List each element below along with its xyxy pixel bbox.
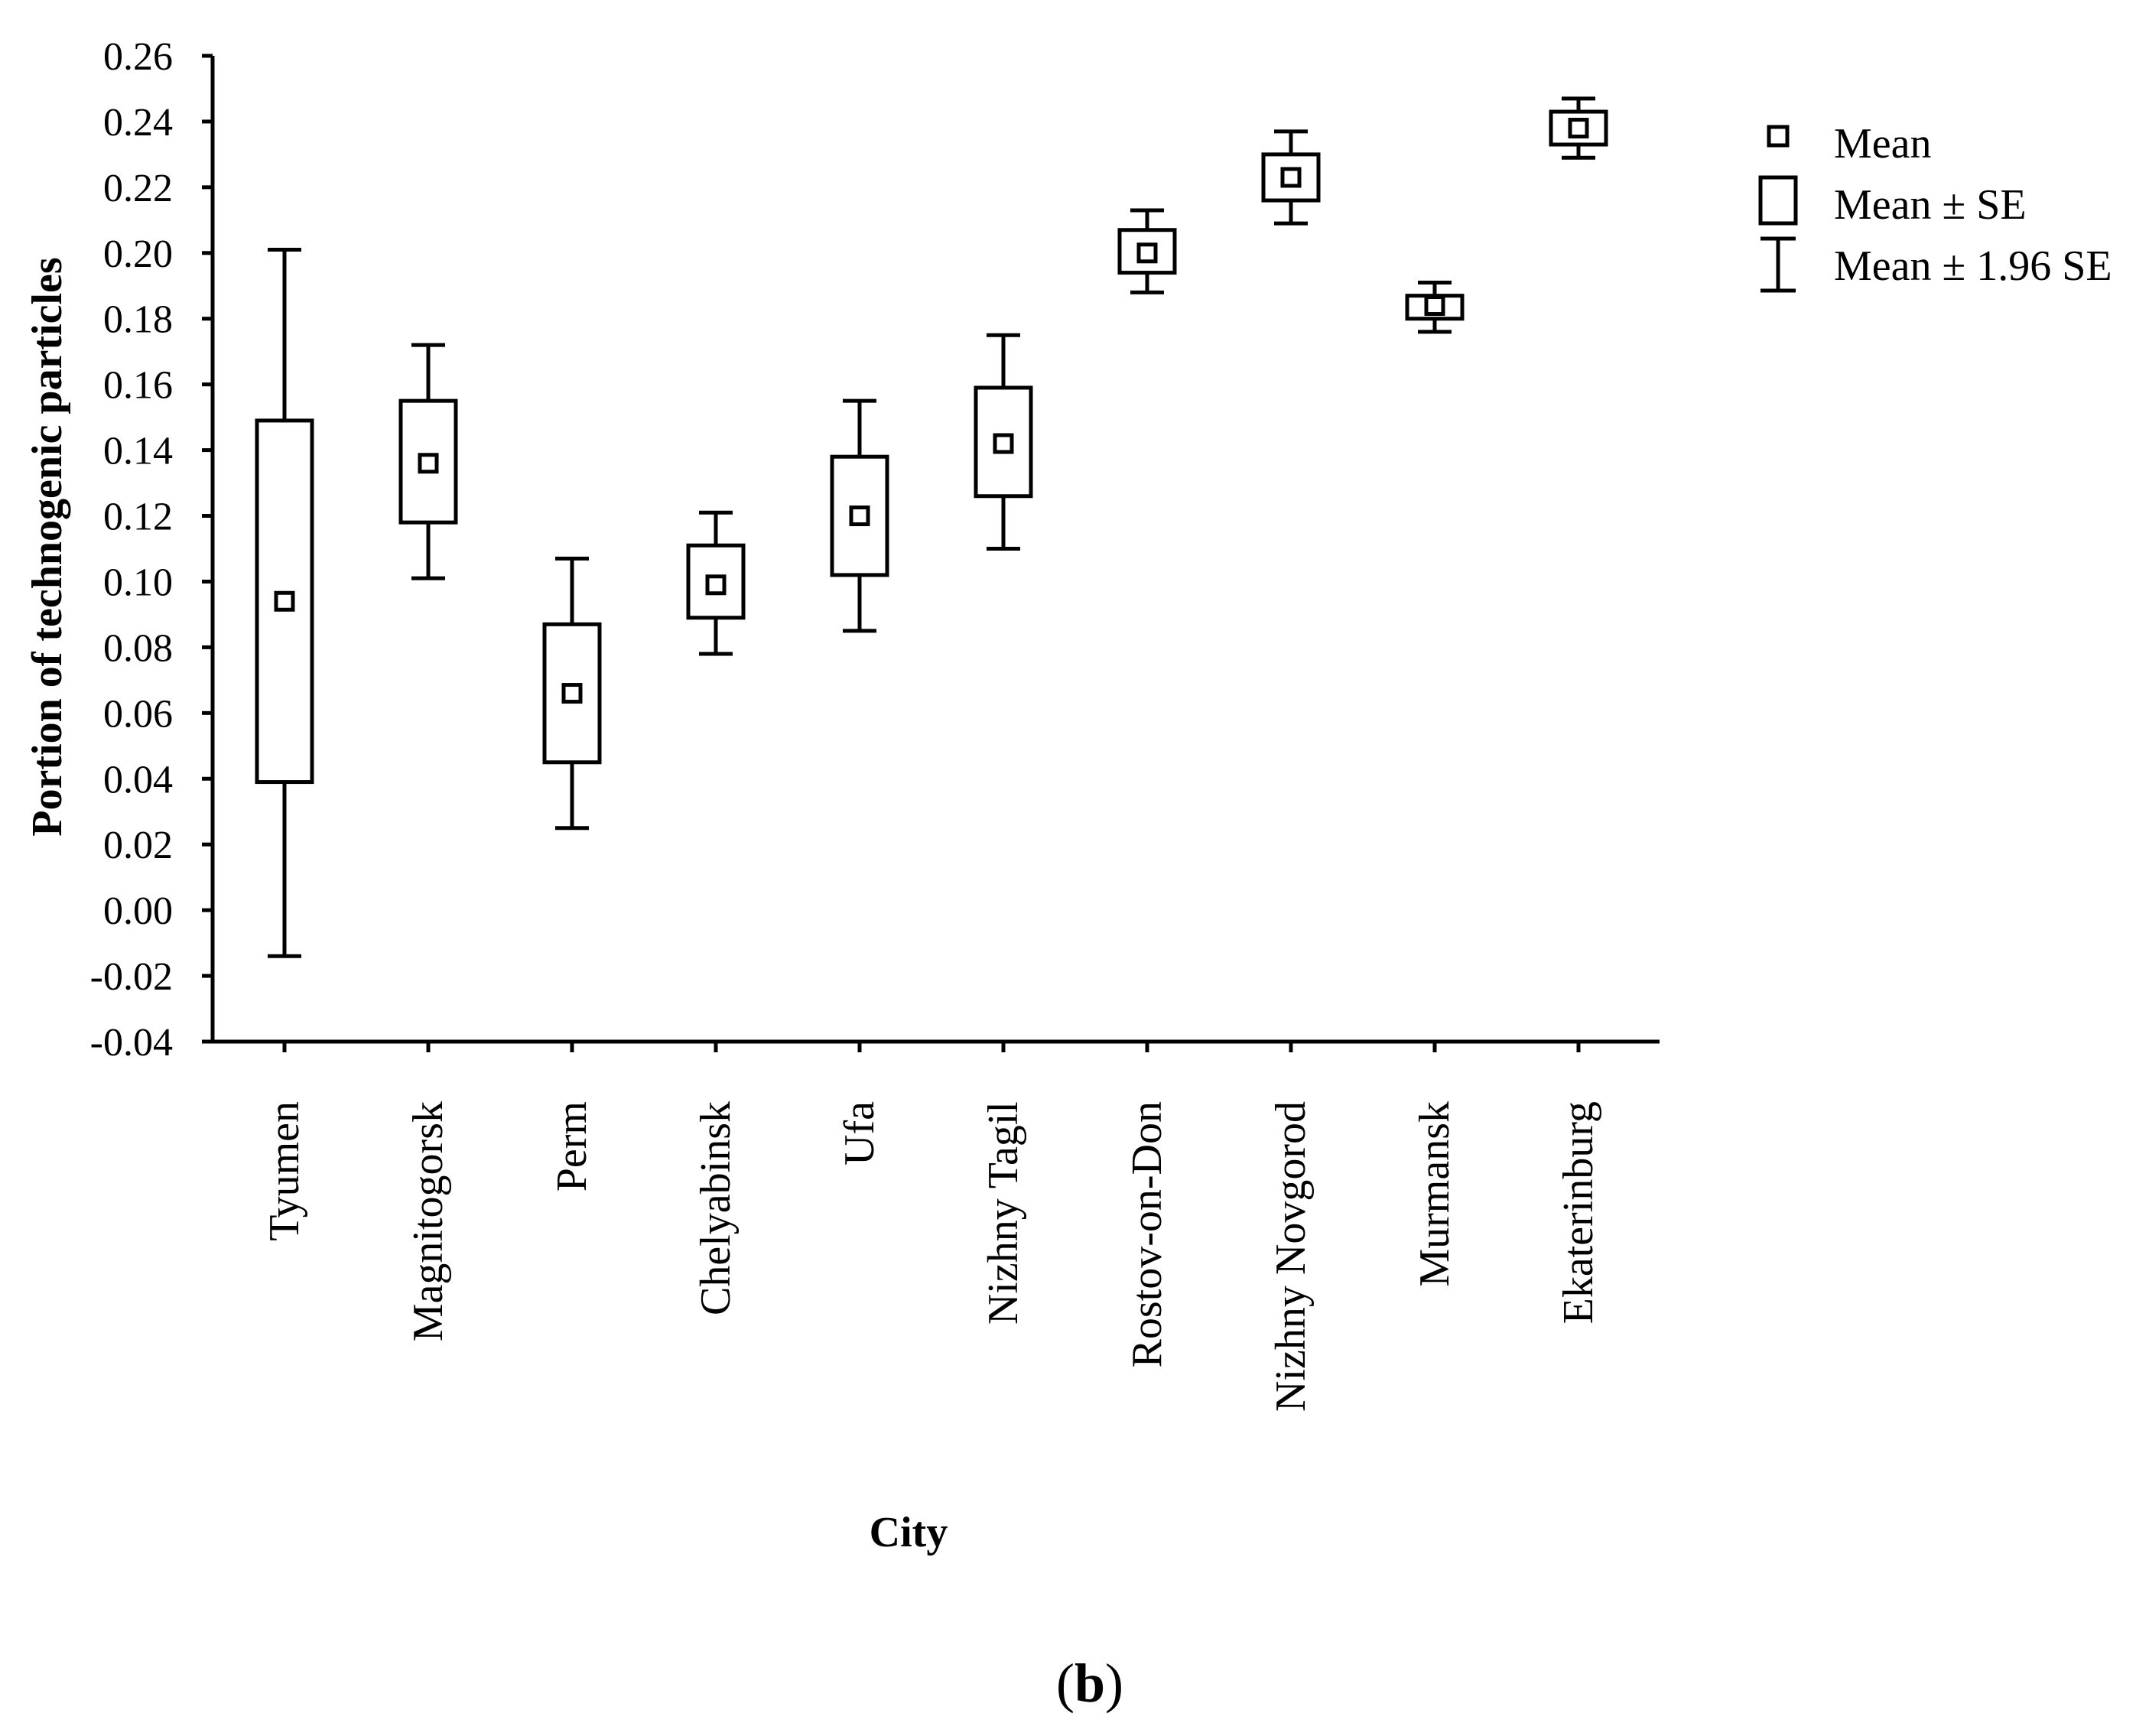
category-labels: Tyumen Magnitogorsk Perm Chelyabinsk Ufa Nizh…: [261, 1101, 1602, 1412]
legend-se-box: [1758, 175, 1798, 226]
whiskers: [268, 96, 1595, 958]
mean-marker: [705, 574, 727, 596]
axes: [210, 56, 1660, 1044]
panel-letter: b: [1074, 1653, 1105, 1714]
y-tick-label: 0.20: [103, 232, 173, 276]
y-tick-label: 0.22: [103, 167, 173, 210]
mean-marker: [1424, 295, 1445, 317]
category-label: Nizhny Novgorod: [1267, 1101, 1315, 1412]
category-label: Rostov-on-Don: [1123, 1101, 1171, 1367]
means: [274, 118, 1589, 704]
category-label: Tyumen: [261, 1101, 308, 1241]
y-tick-label: 0.26: [103, 35, 173, 79]
mean-marker: [993, 433, 1014, 454]
y-tick-label: 0.02: [103, 824, 173, 867]
mean-marker: [1568, 118, 1589, 139]
y-tick-label: 0.00: [103, 889, 173, 933]
mean-marker: [849, 506, 870, 527]
category-label: Ufa: [836, 1101, 883, 1165]
y-tick-label: 0.24: [103, 101, 173, 145]
legend-se-label: Mean ± SE: [1834, 181, 2027, 229]
y-tick-label: 0.06: [103, 692, 173, 736]
category-label: Nizhny Tagil: [980, 1101, 1027, 1325]
y-tick-label: 0.18: [103, 298, 173, 342]
panel-label: (b): [1056, 1653, 1123, 1714]
x-ticks: [282, 1042, 1581, 1052]
mean-marker: [1136, 242, 1158, 264]
y-tick-label: 0.08: [103, 626, 173, 670]
x-axis-title: City: [870, 1509, 948, 1556]
mean-marker: [1280, 167, 1302, 188]
se-box: [1117, 228, 1177, 275]
y-tick-label: 0.10: [103, 561, 173, 604]
legend-ci-label: Mean ± 1.96 SE: [1834, 242, 2112, 290]
legend: Mean Mean ± SE Mean ± 1.96 SE: [1758, 120, 2112, 293]
y-tick-label: 0.16: [103, 364, 173, 408]
boxes: [255, 109, 1608, 785]
mean-marker: [418, 453, 439, 474]
legend-mean-marker: [1767, 125, 1790, 148]
category-label: Perm: [548, 1101, 596, 1191]
y-tick-label: 0.14: [103, 430, 173, 473]
y-tick-label: 0.12: [103, 496, 173, 539]
legend-mean-label: Mean: [1834, 120, 1932, 167]
y-ticks: 0.26 0.24 0.22 0.20 0.18 0.16 0.14 0.12 0.10 0.08…: [90, 35, 213, 1065]
mean-marker: [274, 590, 295, 612]
y-tick-label: 0.04: [103, 758, 173, 801]
y-axis-title: Portion of technogenic particles: [24, 257, 71, 836]
y-tick-label: -0.04: [90, 1021, 173, 1065]
y-tick-label: -0.02: [90, 955, 173, 999]
category-label: Chelyabinsk: [692, 1101, 740, 1315]
mean-marker: [561, 683, 583, 704]
category-label: Ekaterinburg: [1555, 1101, 1602, 1324]
category-label: Murmansk: [1411, 1101, 1458, 1287]
category-label: Magnitogorsk: [405, 1101, 452, 1341]
